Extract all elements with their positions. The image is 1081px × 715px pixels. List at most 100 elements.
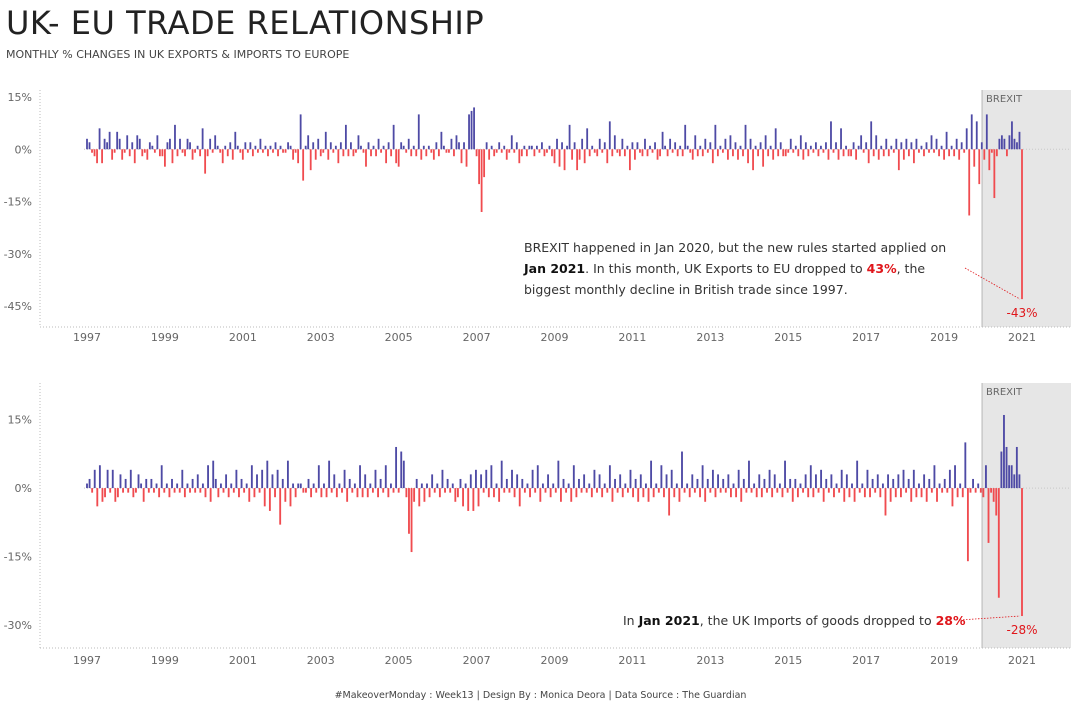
- bar: [660, 465, 663, 489]
- bar: [586, 128, 589, 150]
- bar: [799, 483, 802, 489]
- bar: [817, 488, 820, 493]
- bar: [147, 488, 150, 493]
- bar: [93, 149, 96, 157]
- bar: [902, 149, 905, 160]
- bar: [379, 478, 382, 489]
- bar: [907, 478, 910, 489]
- bar: [807, 149, 810, 157]
- bar: [525, 149, 528, 157]
- bar: [402, 145, 405, 150]
- bar: [869, 488, 871, 498]
- bar: [482, 488, 485, 493]
- bar: [825, 142, 827, 150]
- bar: [598, 138, 601, 150]
- bar: [131, 142, 134, 150]
- bar: [764, 135, 767, 150]
- bar: [347, 149, 350, 157]
- bar: [330, 488, 333, 493]
- bar: [902, 469, 905, 489]
- bar: [699, 488, 701, 498]
- bar: [877, 149, 880, 160]
- bar: [241, 149, 244, 160]
- bar: [855, 149, 858, 160]
- bar: [127, 488, 130, 493]
- bar: [353, 483, 356, 489]
- bar: [397, 488, 400, 493]
- bar: [598, 474, 601, 489]
- bar: [568, 124, 571, 150]
- bar: [141, 149, 144, 157]
- bar: [209, 488, 212, 502]
- bar: [279, 488, 282, 525]
- bar: [791, 488, 794, 502]
- bar: [779, 142, 782, 150]
- bar: [243, 488, 246, 493]
- bar: [882, 149, 885, 157]
- bar: [940, 145, 943, 150]
- bar: [387, 488, 390, 498]
- bar: [96, 149, 98, 164]
- bar: [464, 483, 467, 489]
- bar: [694, 135, 697, 150]
- bar: [227, 488, 230, 498]
- bar: [299, 483, 302, 489]
- bar: [387, 142, 390, 150]
- bar: [106, 469, 109, 489]
- bar: [472, 488, 475, 511]
- bar: [699, 145, 702, 150]
- bar: [508, 488, 511, 493]
- bar: [840, 469, 843, 489]
- x-tick-label: 2019: [930, 331, 958, 344]
- bar: [742, 149, 744, 157]
- bar: [343, 469, 346, 489]
- bar: [445, 149, 448, 153]
- bar: [588, 149, 591, 157]
- bar: [973, 149, 976, 167]
- x-tick-label: 1999: [151, 654, 179, 667]
- bar: [739, 145, 742, 150]
- bar: [915, 488, 918, 498]
- bar: [724, 138, 727, 150]
- bar: [646, 149, 649, 157]
- bar: [98, 128, 101, 150]
- bar: [523, 488, 526, 493]
- bar: [297, 483, 300, 489]
- bar: [136, 135, 139, 150]
- bar: [614, 478, 616, 489]
- bar: [173, 488, 176, 493]
- bar: [912, 469, 915, 489]
- bar: [495, 483, 498, 489]
- bar: [513, 488, 516, 498]
- bar: [435, 142, 438, 150]
- bar: [204, 488, 207, 498]
- bar: [377, 488, 379, 498]
- bar: [704, 138, 707, 150]
- bar: [557, 460, 560, 489]
- bar: [930, 488, 933, 493]
- bar: [547, 474, 549, 489]
- bar: [432, 149, 435, 160]
- bar: [734, 142, 737, 150]
- bar: [875, 135, 878, 150]
- bar: [160, 465, 163, 489]
- bar: [382, 145, 385, 150]
- bar: [732, 149, 734, 157]
- bar: [943, 149, 945, 160]
- bar: [637, 488, 640, 502]
- bar: [521, 478, 524, 489]
- bar: [897, 149, 900, 171]
- bar: [804, 474, 807, 489]
- bar: [719, 488, 722, 493]
- bar: [495, 149, 498, 153]
- bar: [704, 488, 707, 502]
- bar: [722, 478, 725, 489]
- bar: [920, 145, 923, 150]
- bar: [561, 142, 563, 150]
- bar: [558, 149, 561, 167]
- bar: [274, 142, 277, 150]
- bar: [284, 149, 287, 153]
- bar: [634, 478, 637, 489]
- bar: [181, 469, 184, 489]
- bar: [650, 460, 653, 489]
